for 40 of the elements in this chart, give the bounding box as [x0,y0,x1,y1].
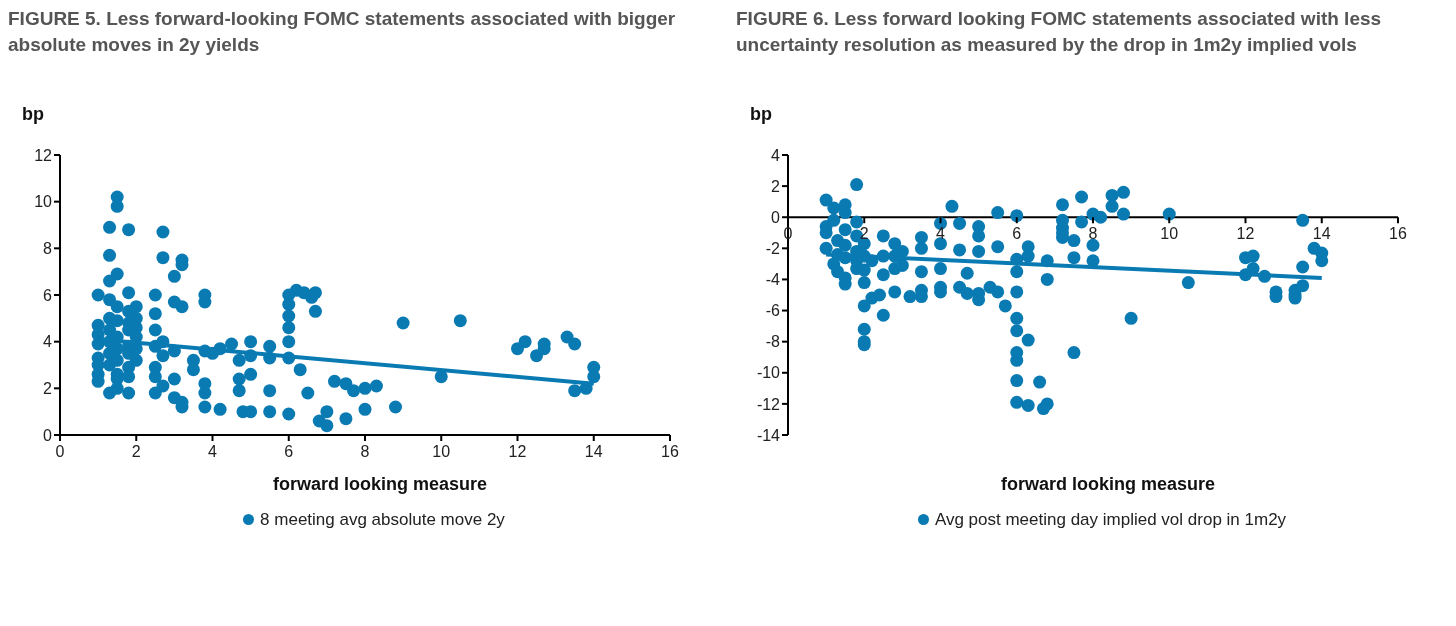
y-tick-label: -10 [756,364,781,382]
x-tick-label: 12 [508,443,527,460]
y-tick-label: 8 [43,240,53,258]
x-tick-label: 10 [432,443,451,460]
x-tick-label: 14 [1312,225,1331,243]
y-tick-label: -6 [765,302,781,320]
y-tick-label: 10 [34,193,53,211]
x-axis-title: forward looking measure [271,474,489,495]
x-tick-label: 10 [1160,225,1179,243]
x-tick-label: 8 [1088,225,1098,243]
x-tick-label: 8 [360,443,370,460]
legend-label: Avg post meeting day implied vol drop in 1m2y [934,510,1287,529]
legend-label: 8 meeting avg absolute move 2y [260,510,505,529]
y-tick-label: -12 [756,395,781,413]
y-tick-label: 12 [34,146,53,164]
x-tick-label: 6 [1012,225,1022,243]
chart-title: FIGURE 6. Less forward looking FOMC statements associated with less uncertainty resolution as measured by the drop in 1m2y implied vols [736,7,1383,57]
y-tick-label: 4 [43,333,53,351]
x-tick-label: 6 [284,443,294,460]
y-axis-title: bp [22,104,44,125]
x-tick-label: 0 [55,443,65,460]
y-tick-label: 4 [771,146,781,164]
x-tick-label: 4 [208,443,218,460]
y-axis-title: bp [750,104,772,125]
y-tick-label: 2 [43,380,53,398]
y-tick-label: -4 [765,271,781,289]
y-tick-label: 2 [771,177,781,195]
x-tick-label: 14 [584,443,603,460]
chart-title: FIGURE 5. Less forward-looking FOMC statements associated with bigger absolute moves in 2y yields [8,7,677,57]
y-tick-label: 0 [771,208,781,226]
y-tick-label: -2 [765,240,781,258]
x-axis-title: forward looking measure [999,474,1217,495]
y-tick-label: 6 [43,286,53,304]
x-tick-label: 2 [131,443,141,460]
x-tick-label: 16 [661,443,679,460]
y-tick-label: -14 [756,426,781,444]
x-tick-label: 12 [1236,225,1255,243]
x-tick-label: 16 [1389,225,1407,243]
y-tick-label: 0 [43,426,53,444]
y-tick-label: -8 [765,333,781,351]
